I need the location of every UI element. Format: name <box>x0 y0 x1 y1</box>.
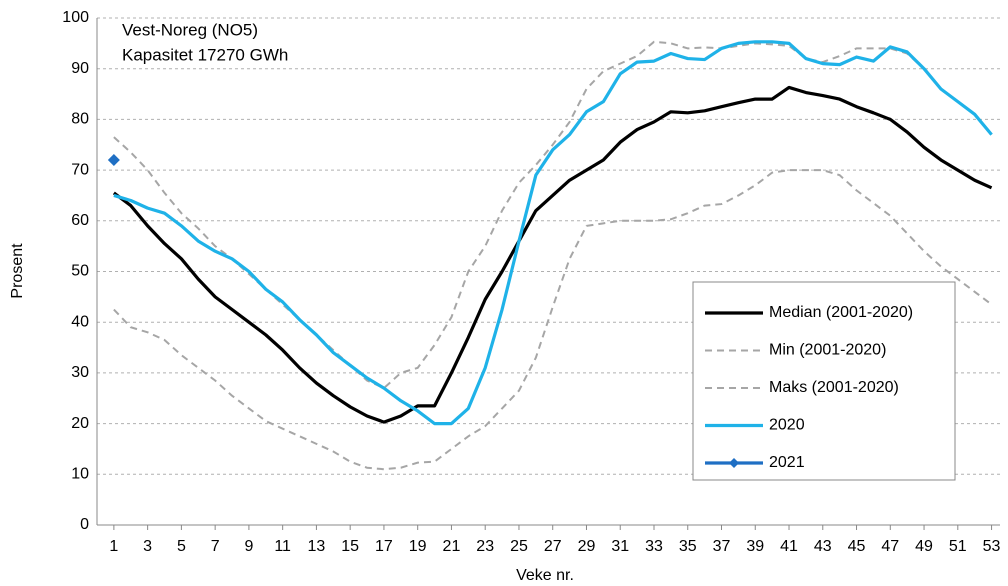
legend-label: Median (2001-2020) <box>769 304 913 321</box>
legend-label: 2020 <box>769 417 805 434</box>
x-tick-label: 23 <box>476 538 494 555</box>
x-tick-label: 45 <box>848 538 866 555</box>
annotation: Kapasitet 17270 GWh <box>122 45 288 64</box>
y-tick-label: 20 <box>71 415 89 432</box>
x-axis-label: Veke nr. <box>516 567 574 584</box>
legend-label: Maks (2001-2020) <box>769 379 899 396</box>
x-tick-label: 53 <box>983 538 1001 555</box>
y-tick-label: 10 <box>71 466 89 483</box>
x-tick-label: 25 <box>510 538 528 555</box>
x-tick-label: 51 <box>949 538 967 555</box>
x-tick-label: 3 <box>143 538 152 555</box>
x-tick-label: 13 <box>308 538 326 555</box>
y-tick-label: 60 <box>71 212 89 229</box>
plot-area <box>107 40 993 471</box>
y-tick-label: 50 <box>71 263 89 280</box>
x-tick-label: 21 <box>443 538 461 555</box>
x-tick-label: 37 <box>713 538 731 555</box>
x-tick-label: 15 <box>341 538 359 555</box>
x-tick-label: 27 <box>544 538 562 555</box>
x-tick-label: 33 <box>645 538 663 555</box>
x-tick-label: 9 <box>244 538 253 555</box>
x-tick-label: 31 <box>611 538 629 555</box>
x-tick-label: 39 <box>746 538 764 555</box>
x-tick-label: 41 <box>780 538 798 555</box>
x-tick-label: 29 <box>578 538 596 555</box>
legend-label: 2021 <box>769 454 805 471</box>
y-axis-label: Prosent <box>9 243 26 299</box>
series-line <box>113 40 993 426</box>
data-point <box>107 153 120 166</box>
x-tick-label: 35 <box>679 538 697 555</box>
legend <box>692 281 956 481</box>
x-tick-label: 1 <box>109 538 118 555</box>
y-tick-label: 70 <box>71 161 89 178</box>
y-tick-label: 30 <box>71 364 89 381</box>
series-line <box>113 169 993 471</box>
x-tick-label: 11 <box>274 538 291 555</box>
y-tick-label: 90 <box>71 60 89 77</box>
x-tick-label: 7 <box>211 538 220 555</box>
legend-marker <box>729 458 739 468</box>
y-tick-label: 0 <box>80 516 89 533</box>
x-tick-label: 49 <box>915 538 933 555</box>
x-tick-label: 19 <box>409 538 427 555</box>
grid <box>96 17 1000 530</box>
x-tick-label: 17 <box>375 538 393 555</box>
x-tick-label: 5 <box>177 538 186 555</box>
y-tick-label: 40 <box>71 313 89 330</box>
y-tick-label: 80 <box>71 111 89 128</box>
y-tick-label: 100 <box>62 9 89 26</box>
series-line <box>112 85 993 424</box>
x-tick-label: 43 <box>814 538 832 555</box>
annotation: Vest-Noreg (NO5) <box>122 20 258 39</box>
x-tick-label: 47 <box>881 538 899 555</box>
legend-label: Min (2001-2020) <box>769 342 886 359</box>
